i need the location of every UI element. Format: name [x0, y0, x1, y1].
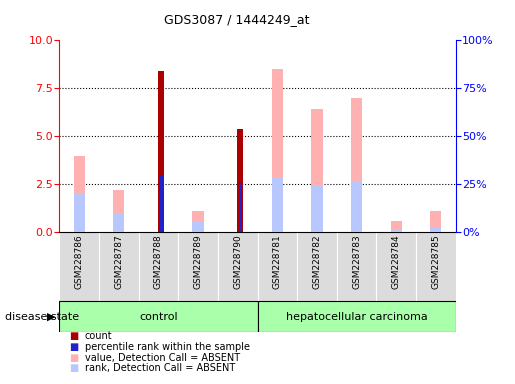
- Text: ■: ■: [70, 342, 79, 352]
- Text: count: count: [85, 331, 113, 341]
- Bar: [351, 182, 362, 232]
- Bar: [258, 301, 456, 332]
- Bar: [272, 69, 283, 232]
- Text: GSM228781: GSM228781: [273, 234, 282, 289]
- Bar: [99, 232, 139, 301]
- Bar: [218, 232, 258, 301]
- Text: ■: ■: [70, 353, 79, 362]
- Bar: [139, 232, 178, 301]
- Bar: [193, 211, 203, 232]
- Bar: [113, 190, 124, 232]
- Text: GSM228782: GSM228782: [313, 234, 321, 289]
- Text: GSM228788: GSM228788: [154, 234, 163, 289]
- Bar: [193, 221, 203, 232]
- Text: ■: ■: [70, 331, 79, 341]
- Bar: [59, 301, 258, 332]
- Bar: [312, 109, 322, 232]
- Bar: [337, 232, 376, 301]
- Text: GSM228789: GSM228789: [194, 234, 202, 289]
- Text: ■: ■: [70, 363, 79, 373]
- Bar: [297, 232, 337, 301]
- Text: GSM228783: GSM228783: [352, 234, 361, 289]
- Text: ▶: ▶: [47, 312, 56, 322]
- Bar: [158, 71, 164, 232]
- Bar: [74, 194, 84, 232]
- Bar: [237, 129, 243, 232]
- Text: GSM228787: GSM228787: [114, 234, 123, 289]
- Bar: [431, 228, 441, 232]
- Text: control: control: [139, 312, 178, 322]
- Text: GSM228790: GSM228790: [233, 234, 242, 289]
- Bar: [160, 175, 163, 232]
- Text: disease state: disease state: [5, 312, 79, 322]
- Bar: [376, 232, 416, 301]
- Bar: [391, 230, 402, 232]
- Bar: [351, 98, 362, 232]
- Text: GSM228786: GSM228786: [75, 234, 83, 289]
- Text: value, Detection Call = ABSENT: value, Detection Call = ABSENT: [85, 353, 240, 362]
- Text: hepatocellular carcinoma: hepatocellular carcinoma: [286, 312, 427, 322]
- Bar: [272, 177, 283, 232]
- Bar: [416, 232, 456, 301]
- Bar: [113, 213, 124, 232]
- Text: GSM228785: GSM228785: [432, 234, 440, 289]
- Bar: [74, 156, 84, 232]
- Bar: [239, 184, 242, 232]
- Bar: [312, 186, 322, 232]
- Text: GDS3087 / 1444249_at: GDS3087 / 1444249_at: [164, 13, 310, 26]
- Bar: [59, 232, 99, 301]
- Text: GSM228784: GSM228784: [392, 234, 401, 289]
- Text: percentile rank within the sample: percentile rank within the sample: [85, 342, 250, 352]
- Bar: [431, 211, 441, 232]
- Bar: [391, 221, 402, 232]
- Bar: [178, 232, 218, 301]
- Text: rank, Detection Call = ABSENT: rank, Detection Call = ABSENT: [85, 363, 235, 373]
- Bar: [258, 232, 297, 301]
